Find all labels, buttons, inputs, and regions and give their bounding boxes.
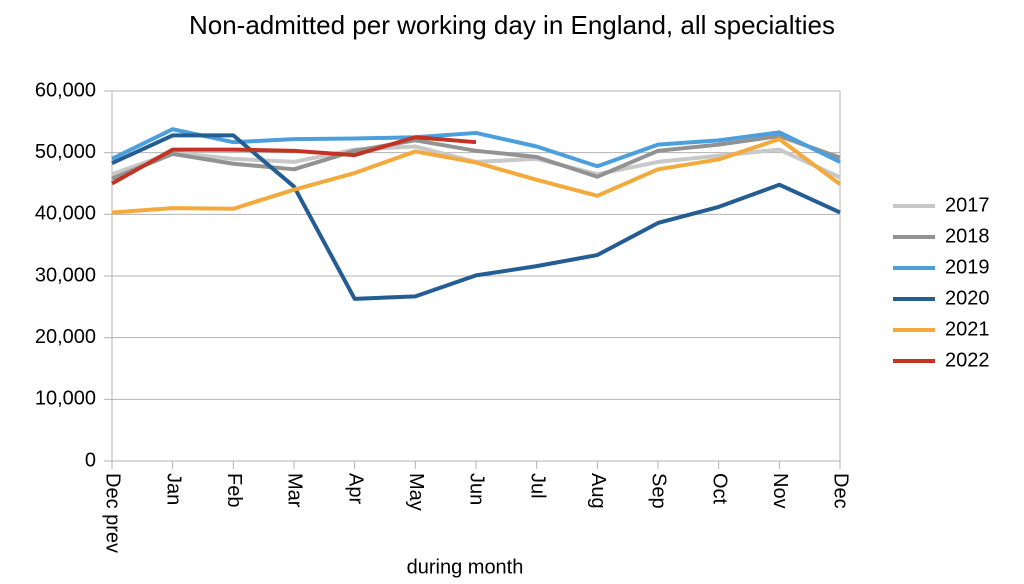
y-tick-label: 30,000 (35, 264, 96, 286)
x-tick-label: Jul (526, 473, 548, 499)
x-tick-label: Dec (830, 473, 852, 509)
legend-label: 2019 (945, 256, 990, 278)
x-tick-label: Feb (223, 473, 245, 507)
legend-label: 2022 (945, 349, 990, 371)
x-tick-label: Dec prev (102, 473, 124, 553)
legend-label: 2021 (945, 318, 990, 340)
y-tick-label: 10,000 (35, 388, 96, 410)
series-line (111, 135, 477, 186)
x-tick-label: Nov (769, 473, 791, 509)
y-tick-label: 0 (85, 449, 96, 471)
x-tick-label: May (405, 473, 427, 511)
series-line (111, 134, 841, 181)
x-axis-title: during month (407, 556, 524, 578)
y-tick-label: 50,000 (35, 141, 96, 163)
legend-label: 2018 (945, 225, 990, 247)
x-tick-label: Jan (162, 473, 184, 505)
x-tick-label: Jun (466, 473, 488, 505)
x-tick-label: Aug (587, 473, 609, 509)
y-tick-label: 20,000 (35, 326, 96, 348)
x-tick-label: Mar (284, 473, 306, 508)
y-tick-label: 40,000 (35, 203, 96, 225)
legend-label: 2020 (945, 287, 990, 309)
legend-label: 2017 (945, 194, 990, 216)
x-tick-label: Oct (708, 473, 730, 505)
chart-title: Non-admitted per working day in England,… (189, 10, 835, 40)
series-line (111, 133, 841, 301)
x-tick-label: Apr (344, 473, 366, 504)
x-tick-label: Sep (648, 473, 670, 509)
series-line (111, 127, 841, 169)
y-tick-label: 60,000 (35, 79, 96, 101)
series-line (111, 137, 842, 215)
